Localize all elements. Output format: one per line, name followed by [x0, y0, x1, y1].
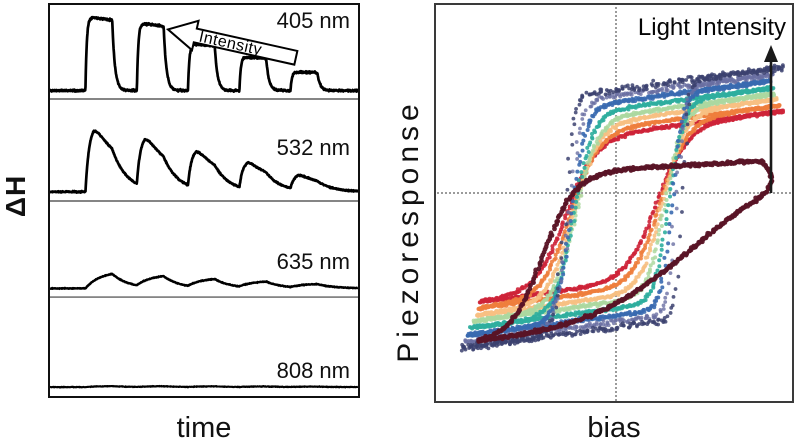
left-x-axis-label: time	[176, 412, 232, 444]
trace-label-635nm: 635 nm	[276, 249, 350, 274]
right-x-axis-label: bias	[587, 412, 641, 444]
intensity-arrow-icon: Intensity	[165, 19, 299, 66]
hysteresis-panel: Light Intensity	[434, 3, 794, 403]
left-y-axis-label: ΔH	[0, 174, 31, 218]
trace-label-405nm: 405 nm	[276, 8, 350, 33]
light-intensity-label: Light Intensity	[637, 14, 786, 41]
trace-label-532nm: 532 nm	[276, 135, 350, 160]
time-trace-plot	[50, 5, 358, 396]
time-trace-panel: 405 nm 532 nm 635 nm 808 nm Intensity	[48, 3, 360, 398]
hysteresis-plot	[436, 5, 792, 401]
right-y-axis-label: Piezoresponse	[392, 99, 425, 363]
light-intensity-up-arrow-icon	[764, 45, 778, 193]
intensity-arrow-label: Intensity	[197, 29, 263, 59]
trace-label-808nm: 808 nm	[276, 358, 350, 383]
